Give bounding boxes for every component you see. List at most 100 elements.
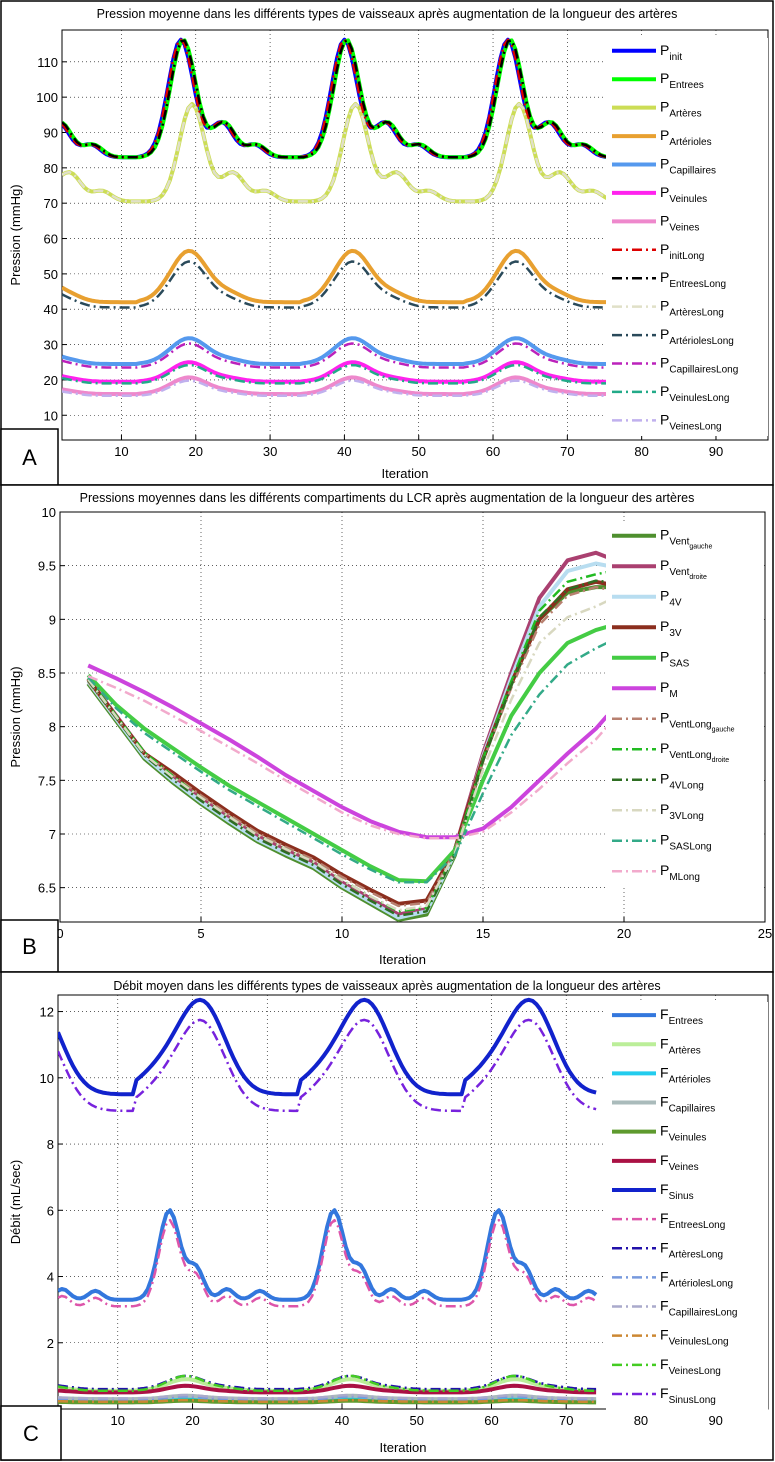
y-tick-label: 20: [44, 373, 58, 388]
series-line-artères: [58, 1377, 597, 1393]
legend-entry: PSASLong: [660, 832, 712, 853]
x-tick-label: 40: [335, 1413, 349, 1428]
x-tick-label: 0: [56, 926, 63, 941]
legend-entry: FEntrees: [660, 1006, 703, 1027]
series-line-veines: [62, 375, 620, 397]
legend-entry: PVentgauche: [660, 527, 712, 551]
y-tick-label: 8.5: [38, 666, 56, 681]
y-tick-label: 30: [44, 338, 58, 353]
x-tick-label: 10: [111, 1413, 125, 1428]
x-tick-label: 70: [560, 444, 574, 459]
series-line-capillaireslong: [62, 342, 620, 369]
x-tick-label: 40: [337, 444, 351, 459]
legend-entry: PVeinesLong: [660, 411, 722, 432]
legend-entry: PSAS: [660, 649, 690, 670]
series-line-artèreslong: [62, 102, 620, 203]
series-line-capillaireslong: [58, 1393, 597, 1400]
series-line-mlong: [87, 675, 609, 840]
legend-entry: FSinusLong: [660, 1385, 716, 1406]
chart-panel-C: 10 20 30 40 50 60 70 80 90 2 4 6 8 10 12 FEntrees FArtèr…: [0, 971, 774, 1461]
legend-entry: PVeinulesLong: [660, 383, 729, 404]
legend-entry: FCapillaires: [660, 1094, 715, 1115]
legend-entry: PVentdroite: [660, 557, 707, 581]
legend-box: [606, 1002, 768, 1410]
legend-entry: PArtériolesLong: [660, 326, 734, 347]
series-line-3vlong: [87, 599, 608, 912]
x-axis-label: Iteration: [382, 466, 429, 481]
panel-label: C: [23, 1421, 39, 1446]
y-tick-label: 7.5: [38, 773, 56, 788]
y-tick-label: 4: [47, 1270, 54, 1285]
legend-entry: FVeinesLong: [660, 1356, 721, 1377]
series-group: [62, 37, 620, 398]
x-tick-label: 30: [263, 444, 277, 459]
legend: FEntrees FArtères FArtérioles FCapillaires F…: [606, 1002, 768, 1410]
chart-panel-B: 0 5 10 15 20 256.577.588.599.510PVentgauchePV…: [0, 484, 774, 973]
x-tick-label: 60: [486, 444, 500, 459]
legend-entry: FArtèresLong: [660, 1239, 723, 1260]
y-tick-label: 100: [36, 90, 58, 105]
series-line-entreeslong: [62, 39, 620, 159]
y-axis-label: Débit (mL/sec): [8, 1160, 23, 1245]
x-tick-label: 25: [758, 926, 772, 941]
y-tick-label: 8: [49, 720, 56, 735]
series-line-veinules: [62, 360, 620, 384]
x-tick-label: 20: [189, 444, 203, 459]
series-line-m: [87, 663, 609, 840]
y-tick-label: 7: [49, 827, 56, 842]
y-axis-label: Pression (mmHg): [8, 666, 23, 767]
panel-label: B: [22, 934, 37, 959]
series-line-artérioles: [62, 248, 620, 305]
y-tick-label: 90: [44, 126, 58, 141]
series-line-capillaires: [62, 336, 620, 366]
y-axis-label: Pression (mmHg): [8, 184, 23, 285]
legend-entry: FCapillairesLong: [660, 1298, 738, 1319]
legend-entry: PinitLong: [660, 241, 704, 262]
y-tick-label: 8: [47, 1137, 54, 1152]
legend-entry: PMLong: [660, 862, 700, 883]
x-axis-label: Iteration: [380, 1440, 427, 1455]
series-line-veineslong: [58, 1374, 597, 1393]
y-tick-label: 6: [47, 1203, 54, 1218]
legend: PVentgauche PVentdroite P4V P3V PSAS PM PVentL…: [606, 522, 764, 888]
series-line-4vlong: [87, 579, 608, 917]
legend-entry: FVeinules: [660, 1123, 706, 1144]
y-tick-label: 9.5: [38, 559, 56, 574]
series-line-veinuleslong: [58, 1398, 597, 1403]
y-tick-label: 70: [44, 196, 58, 211]
y-tick-label: 10: [42, 505, 56, 520]
panel-label-box: [0, 919, 59, 973]
legend-entry: FVeinulesLong: [660, 1327, 729, 1348]
x-tick-label: 30: [260, 1413, 274, 1428]
legend-entry: PArtèresLong: [660, 298, 724, 319]
x-tick-label: 10: [335, 926, 349, 941]
y-tick-label: 10: [44, 408, 58, 423]
y-tick-label: 2: [47, 1336, 54, 1351]
series-line-entrees: [58, 1208, 598, 1302]
x-tick-label: 50: [410, 1413, 424, 1428]
tick-labels: 10 20 30 40 50 60 70 80 90 2 4 6 8 10 12: [40, 1005, 723, 1428]
legend-entry: PCapillaires: [660, 156, 716, 177]
tick-labels: 10 20 30 40 50 60 70 80 90 10 20 30 40 50 60 70 80 90 100 1…: [36, 55, 723, 459]
legend-entry: PCapillairesLong: [660, 355, 738, 376]
legend-entry: PEntreesLong: [660, 269, 726, 290]
legend-entry: PVeinules: [660, 184, 707, 205]
panel-label: A: [22, 445, 37, 470]
x-tick-label: 20: [617, 926, 631, 941]
x-tick-label: 20: [185, 1413, 199, 1428]
tick-labels: 0 5 10 15 20 25 6.5 7 7.5 8 8.5 9 9.5 10: [38, 505, 772, 941]
y-tick-label: 40: [44, 302, 58, 317]
series-group: [58, 997, 598, 1405]
legend-entry: Pinit: [660, 42, 682, 63]
series-line-saslong: [87, 641, 608, 884]
x-tick-label: 90: [709, 444, 723, 459]
legend: Pinit PEntrees PArtères PArtérioles PCapilla…: [606, 38, 768, 436]
series-line-veines: [58, 1383, 597, 1395]
y-tick-label: 50: [44, 267, 58, 282]
y-tick-label: 9: [49, 612, 56, 627]
chart-panel-A: 10 20 30 40 50 60 70 80 90 10 20 30 40 50 60 70 80 90 100 1…: [0, 0, 774, 486]
series-line-sinus: [58, 997, 597, 1097]
series-line-sinuslong: [58, 1018, 597, 1113]
series-line-veinuleslong: [62, 363, 620, 385]
x-tick-label: 5: [197, 926, 204, 941]
